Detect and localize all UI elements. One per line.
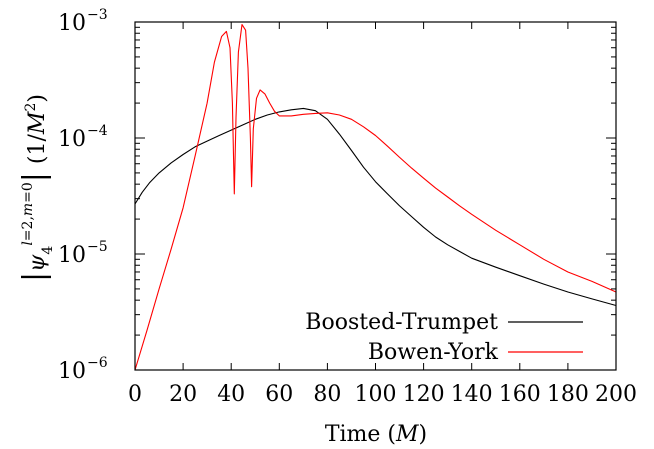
y-axis-title: |ψ4l=2,m=0|(1/M2)	[17, 94, 56, 282]
x-tick-label: 200	[595, 382, 637, 407]
series-line-bowen-york	[134, 24, 617, 371]
x-tick-label: 0	[128, 382, 142, 407]
plot-frame	[134, 21, 617, 371]
y-tick-label: 10−6	[58, 355, 108, 384]
x-tick-labels: 0 20 40 60 80 100 120 140 160 180 200	[128, 382, 637, 407]
x-tick-label: 20	[169, 382, 197, 407]
x-tick-label: 120	[403, 382, 445, 407]
x-tick-label: 80	[313, 382, 341, 407]
x-axis-title: Time (M)	[325, 422, 427, 447]
x-tick-label: 100	[355, 382, 397, 407]
plot-area	[134, 24, 617, 371]
y-tick-labels: 10−6 10−5 10−4 10−3	[58, 7, 108, 384]
legend: Boosted-Trumpet Bowen-York	[305, 310, 583, 365]
x-tick-label: 160	[499, 382, 541, 407]
y-tick-label: 10−3	[58, 7, 108, 36]
x-tick-label: 60	[265, 382, 293, 407]
x-tick-label: 140	[451, 382, 493, 407]
y-tick-label: 10−5	[58, 239, 108, 268]
series-line-boosted-trumpet	[134, 107, 617, 307]
svg-text:|ψ4l=2,m=0|(1/M2): |ψ4l=2,m=0|(1/M2)	[17, 94, 56, 282]
legend-label: Boosted-Trumpet	[305, 310, 498, 335]
legend-label: Bowen-York	[368, 340, 499, 365]
y-tick-label: 10−4	[58, 123, 108, 152]
x-tick-label: 180	[547, 382, 589, 407]
x-tick-label: 40	[217, 382, 245, 407]
